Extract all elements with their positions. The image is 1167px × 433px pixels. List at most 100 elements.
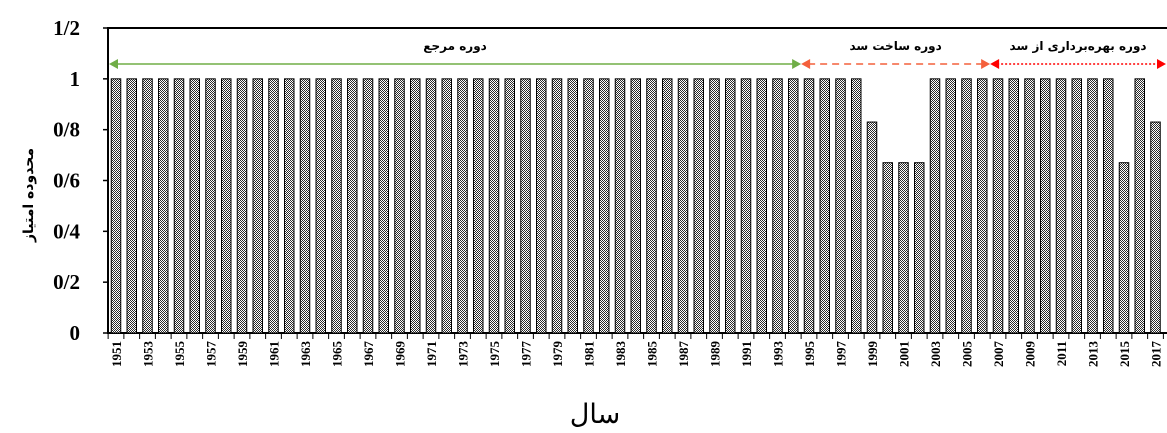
x-tick-label: 1957 bbox=[204, 341, 219, 368]
x-tick-label: 2007 bbox=[991, 341, 1006, 368]
bar-1977 bbox=[520, 78, 531, 334]
bar-1975 bbox=[488, 78, 500, 334]
bar-1987 bbox=[677, 78, 689, 334]
x-tick-label: 1993 bbox=[771, 341, 786, 368]
x-axis-ticks: 1951 1953 1955 1957 1959 1961 1963 1965 1967 1969… bbox=[107, 333, 1164, 368]
bar-1953 bbox=[142, 78, 153, 334]
bar-1958 bbox=[221, 78, 232, 334]
bar-1964 bbox=[315, 78, 326, 334]
bar-1988 bbox=[693, 78, 704, 334]
x-tick-label: 2017 bbox=[1149, 341, 1164, 368]
bar-1985 bbox=[646, 78, 657, 334]
bar-1960 bbox=[252, 78, 263, 334]
x-tick-label: 1999 bbox=[865, 341, 880, 368]
x-tick-label: 1985 bbox=[645, 341, 660, 368]
x-tick-label: 1983 bbox=[613, 341, 628, 368]
bar-2009 bbox=[1024, 78, 1035, 334]
x-tick-label: 1987 bbox=[676, 341, 691, 368]
x-tick-label: 1995 bbox=[802, 341, 817, 368]
y-axis-ticks: 0 0/2 0/4 0/6 0/8 1 1/2 bbox=[53, 16, 108, 345]
bar-2002 bbox=[914, 162, 925, 334]
bar-1976 bbox=[504, 78, 515, 334]
bar-1967 bbox=[362, 78, 374, 334]
bar-1983 bbox=[614, 78, 626, 334]
period-arrowhead-right bbox=[1157, 59, 1166, 69]
bar-2012 bbox=[1071, 78, 1082, 334]
x-tick-label: 1961 bbox=[267, 341, 282, 367]
bar-2001 bbox=[898, 162, 909, 334]
bar-1966 bbox=[347, 78, 358, 334]
bar-2004 bbox=[945, 78, 956, 334]
bar-1999 bbox=[866, 121, 878, 334]
bar-1993 bbox=[772, 78, 783, 334]
y-axis-label: محدوده امتیاز bbox=[21, 148, 37, 243]
bar-1963 bbox=[299, 78, 311, 334]
bar-2000 bbox=[882, 162, 893, 334]
bar-1954 bbox=[158, 78, 169, 334]
bar-1962 bbox=[284, 78, 295, 334]
period-arrowhead-left bbox=[990, 59, 1000, 69]
x-tick-label: 1965 bbox=[330, 341, 345, 368]
period-label: دوره مرجع bbox=[423, 39, 487, 54]
bar-1965 bbox=[331, 78, 342, 334]
period-arrowhead-left bbox=[801, 59, 811, 69]
bar-1994 bbox=[788, 78, 799, 334]
period-arrowhead-left bbox=[109, 59, 118, 69]
x-tick-label: 1997 bbox=[834, 341, 849, 368]
bar-1957 bbox=[205, 78, 216, 334]
bar-1992 bbox=[756, 78, 767, 334]
bar-2010 bbox=[1040, 78, 1051, 334]
bar-2016 bbox=[1134, 78, 1145, 334]
x-tick-label: 1953 bbox=[141, 341, 156, 368]
bar-2015 bbox=[1118, 162, 1130, 334]
bar-1997 bbox=[835, 78, 846, 334]
x-tick-label: 1969 bbox=[393, 341, 408, 368]
x-tick-label: 1959 bbox=[235, 341, 250, 368]
bar-1973 bbox=[457, 78, 468, 334]
bar-1951 bbox=[110, 78, 122, 334]
bar-2013 bbox=[1087, 78, 1098, 334]
period-label: دوره ساخت سد bbox=[849, 39, 941, 54]
bar-1969 bbox=[394, 78, 405, 334]
x-tick-label: 2013 bbox=[1086, 341, 1101, 368]
y-tick-label: 0/8 bbox=[53, 118, 80, 142]
y-tick-label: 0 bbox=[70, 321, 81, 345]
bar-1971 bbox=[425, 78, 437, 334]
bar-1959 bbox=[236, 78, 248, 334]
y-tick-label: 1/2 bbox=[53, 16, 80, 40]
bar-1980 bbox=[567, 78, 578, 334]
x-tick-label: 1963 bbox=[298, 341, 313, 368]
x-tick-label: 1977 bbox=[519, 341, 534, 368]
y-tick-label: 0/4 bbox=[53, 219, 80, 243]
x-tick-label: 1973 bbox=[456, 341, 471, 368]
period-annotations: دوره مرجع دوره ساخت سد دوره بهره‌برداری از… bbox=[109, 39, 1166, 69]
bar-1981 bbox=[583, 78, 594, 334]
x-tick-label: 2003 bbox=[928, 341, 943, 368]
x-tick-label: 1951 bbox=[109, 341, 124, 367]
y-tick-label: 0/2 bbox=[53, 270, 80, 294]
x-tick-label: 1975 bbox=[487, 341, 502, 368]
x-tick-label: 1955 bbox=[172, 341, 187, 368]
bar-2007 bbox=[992, 78, 1004, 334]
x-tick-label: 1967 bbox=[361, 341, 376, 368]
bar-1996 bbox=[819, 78, 830, 334]
x-axis-label: سال bbox=[570, 399, 620, 430]
y-tick-label: 1 bbox=[70, 67, 81, 91]
bar-1970 bbox=[410, 78, 421, 334]
bar-1991 bbox=[740, 78, 752, 334]
bar-1998 bbox=[851, 78, 862, 334]
bar-2003 bbox=[929, 78, 941, 334]
bar-2011 bbox=[1055, 78, 1067, 334]
bar-1989 bbox=[709, 78, 720, 334]
x-tick-label: 1971 bbox=[424, 341, 439, 367]
x-tick-label: 2011 bbox=[1054, 341, 1069, 366]
x-tick-label: 2015 bbox=[1117, 341, 1132, 368]
y-tick-label: 0/6 bbox=[53, 169, 80, 193]
x-tick-label: 1991 bbox=[739, 341, 754, 367]
bar-2008 bbox=[1008, 78, 1019, 334]
bar-2006 bbox=[977, 78, 988, 334]
bar-1995 bbox=[803, 78, 815, 334]
period-arrowhead-right bbox=[792, 59, 802, 69]
bar-1978 bbox=[536, 78, 547, 334]
